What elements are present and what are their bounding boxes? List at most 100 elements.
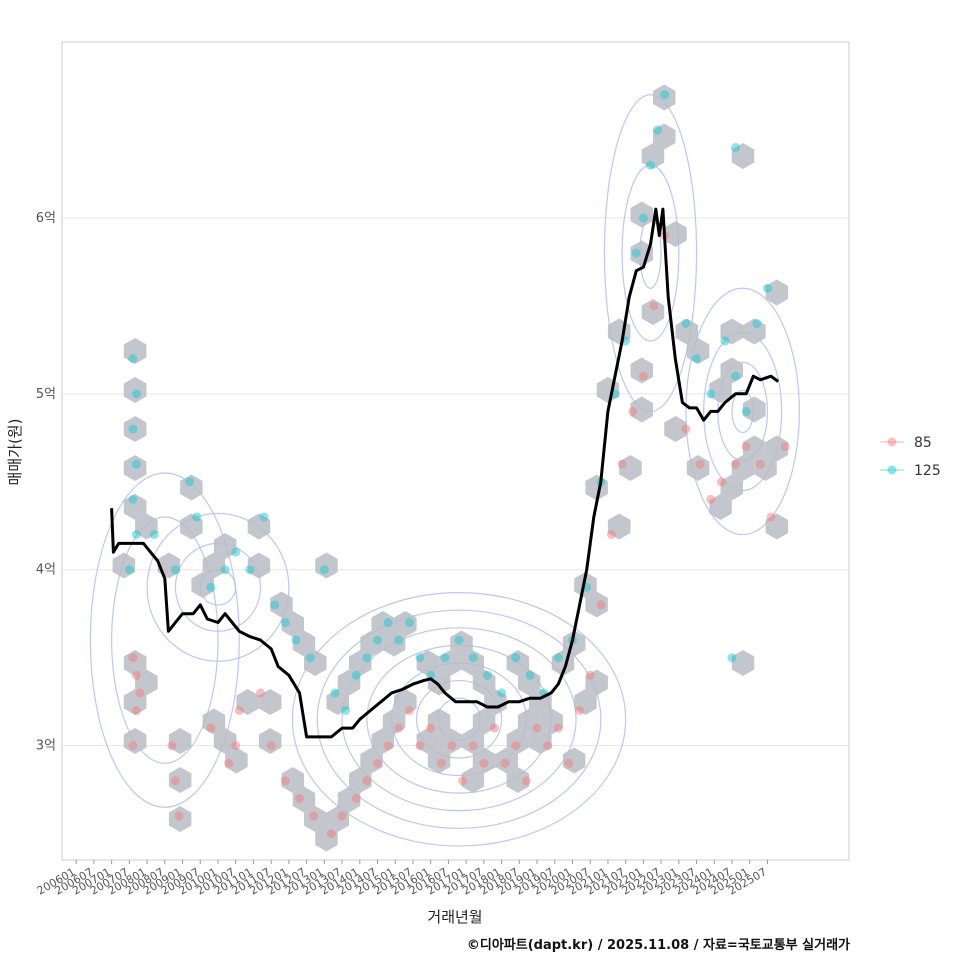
point-85	[766, 512, 776, 522]
point-85	[337, 811, 347, 821]
point-125	[653, 125, 663, 135]
point-125	[362, 653, 372, 663]
point-85	[362, 776, 372, 786]
point-125	[341, 705, 351, 715]
point-85	[234, 705, 244, 715]
point-125	[128, 354, 138, 364]
legend: 85 125	[880, 435, 941, 479]
legend-label-125: 125	[914, 463, 941, 479]
point-125	[128, 494, 138, 504]
hexbin-cell	[743, 435, 766, 462]
density-contour	[89, 472, 240, 808]
point-85	[500, 758, 510, 768]
point-125	[220, 565, 230, 575]
point-125	[351, 670, 361, 680]
hexbin-cell	[461, 650, 485, 676]
legend-marker-125	[887, 465, 897, 475]
point-125	[631, 248, 641, 258]
hexbin-cell	[630, 396, 653, 423]
point-85	[326, 829, 336, 839]
point-85	[628, 406, 638, 416]
hexbin-cell	[258, 728, 282, 754]
point-85	[206, 723, 216, 733]
hexbin-cell	[281, 611, 304, 637]
point-125	[231, 547, 241, 557]
point-85	[128, 653, 138, 663]
point-125	[525, 670, 535, 680]
point-85	[706, 494, 716, 504]
point-125	[511, 653, 521, 663]
average-line	[110, 207, 779, 739]
hexbin-cell	[720, 474, 743, 501]
point-125	[170, 565, 180, 575]
point-125	[762, 283, 772, 293]
point-85	[131, 705, 141, 715]
density-contour	[111, 516, 219, 764]
point-85	[436, 758, 446, 768]
point-125	[404, 618, 414, 628]
point-125	[373, 635, 383, 645]
point-85	[564, 758, 574, 768]
point-85	[585, 670, 595, 680]
average-price-line	[110, 207, 779, 739]
hexbin-cell	[743, 396, 766, 423]
point-125	[440, 653, 450, 663]
point-85	[695, 459, 705, 469]
point-125	[319, 565, 329, 575]
y-axis-title: 매매가(원)	[6, 419, 24, 486]
point-125	[394, 635, 404, 645]
hexbin-cell	[731, 650, 755, 676]
point-85	[681, 424, 691, 434]
legend-label-85: 85	[914, 435, 932, 451]
point-125	[383, 618, 393, 628]
point-85	[521, 776, 531, 786]
hexbin-cell	[517, 669, 541, 696]
density-contour	[341, 627, 577, 812]
point-125	[270, 600, 280, 610]
hexbin-cell	[765, 435, 789, 462]
point-85	[373, 758, 383, 768]
hexbin-cell	[371, 611, 394, 637]
point-85	[716, 477, 726, 487]
point-85	[135, 688, 145, 698]
hexbin-cell	[506, 767, 530, 793]
point-125	[128, 424, 138, 434]
hexbin-layer	[112, 84, 789, 852]
point-85	[256, 688, 266, 698]
point-125	[305, 653, 315, 663]
point-125	[645, 160, 655, 170]
x-axis-ticks: 2006012006072007012007072008012008072009…	[35, 860, 769, 898]
density-contour	[146, 512, 290, 662]
point-85	[596, 600, 606, 610]
hexbin-cell	[337, 786, 361, 813]
y-tick-label: 4억	[36, 563, 56, 578]
point-125	[149, 530, 159, 540]
point-125	[482, 670, 492, 680]
hexbin-cell	[292, 786, 316, 813]
point-125	[131, 530, 141, 540]
point-125	[681, 318, 691, 328]
y-tick-label: 6억	[36, 211, 56, 226]
point-85	[131, 670, 141, 680]
hexbin-cell	[168, 767, 192, 793]
point-85	[174, 811, 184, 821]
point-125	[131, 389, 141, 399]
point-125	[497, 688, 507, 698]
point-85	[231, 741, 241, 751]
point-125	[124, 565, 134, 575]
point-125	[731, 371, 741, 381]
point-125	[692, 354, 702, 364]
hexbin-cell	[213, 533, 237, 559]
point-85	[479, 758, 489, 768]
point-85	[741, 442, 751, 452]
point-85	[128, 741, 138, 751]
plot-panel	[61, 41, 850, 861]
point-125	[330, 688, 340, 698]
point-125	[741, 406, 751, 416]
point-125	[415, 653, 425, 663]
point-85	[224, 758, 234, 768]
hexbin-cell	[270, 591, 293, 618]
point-85	[447, 741, 457, 751]
point-85	[780, 442, 790, 452]
